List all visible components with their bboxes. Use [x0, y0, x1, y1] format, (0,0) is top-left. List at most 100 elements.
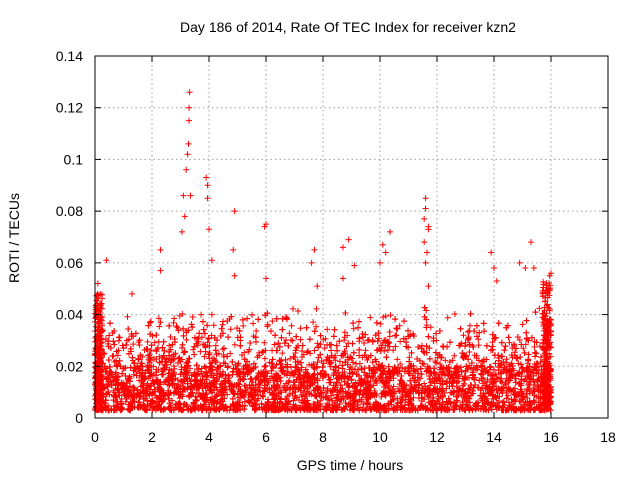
data-point	[250, 320, 257, 327]
data-point	[204, 339, 211, 346]
data-point	[111, 341, 118, 348]
data-point	[111, 406, 118, 413]
data-point	[175, 360, 182, 367]
data-point	[349, 393, 356, 400]
data-point	[508, 367, 515, 374]
data-point	[108, 382, 115, 389]
data-point	[228, 313, 235, 320]
data-point	[218, 325, 225, 332]
data-point	[233, 366, 240, 373]
data-point	[462, 343, 469, 350]
data-point	[295, 342, 302, 349]
data-point	[489, 383, 496, 390]
data-point	[261, 373, 268, 380]
data-point	[335, 364, 342, 371]
data-point	[321, 345, 328, 352]
data-point	[193, 362, 200, 369]
data-point	[427, 379, 434, 386]
data-point	[155, 398, 162, 405]
data-point	[518, 382, 525, 389]
data-point	[337, 396, 344, 403]
data-point	[434, 385, 441, 392]
data-point	[426, 393, 433, 400]
data-point	[500, 398, 507, 405]
data-point	[203, 364, 210, 371]
data-point	[324, 326, 331, 333]
data-point	[339, 392, 346, 399]
data-point	[506, 363, 513, 370]
data-point	[475, 357, 482, 364]
data-point	[527, 369, 534, 376]
data-point	[403, 339, 410, 346]
data-point	[523, 329, 530, 336]
data-point	[271, 374, 278, 381]
data-point	[189, 324, 196, 331]
data-point	[491, 352, 498, 359]
data-point	[398, 388, 405, 395]
data-point	[502, 381, 509, 388]
data-point	[246, 398, 253, 405]
data-point	[314, 340, 321, 347]
data-point	[247, 340, 254, 347]
data-point	[503, 375, 510, 382]
data-point	[178, 378, 185, 385]
data-point	[502, 379, 509, 386]
data-point	[397, 338, 404, 345]
data-point	[335, 395, 342, 402]
data-point	[248, 376, 255, 383]
data-point	[446, 375, 453, 382]
data-point	[386, 339, 393, 346]
data-point	[380, 314, 387, 321]
data-point	[158, 397, 165, 404]
data-point	[293, 376, 300, 383]
data-point	[444, 343, 451, 350]
data-point	[143, 386, 150, 393]
data-point	[473, 333, 480, 340]
data-point	[230, 406, 237, 413]
data-point	[358, 376, 365, 383]
data-point	[508, 396, 515, 403]
data-point	[325, 396, 332, 403]
data-point	[510, 397, 517, 404]
data-point	[237, 334, 244, 341]
data-point	[234, 325, 241, 332]
data-point	[168, 372, 175, 379]
data-point	[477, 370, 484, 377]
data-point	[439, 392, 446, 399]
data-point	[202, 343, 209, 350]
data-point	[178, 356, 185, 363]
data-point	[417, 375, 424, 382]
data-point	[439, 377, 446, 384]
data-point	[142, 387, 149, 394]
data-point	[357, 388, 364, 395]
data-point	[235, 360, 242, 367]
data-point	[479, 403, 486, 410]
data-point	[283, 380, 290, 387]
data-point	[102, 336, 109, 343]
data-point	[451, 352, 458, 359]
data-point	[498, 353, 505, 360]
data-point	[114, 374, 121, 381]
data-point	[276, 343, 283, 350]
data-point	[170, 319, 177, 326]
data-point	[105, 356, 112, 363]
data-point	[206, 363, 213, 370]
data-point	[478, 371, 485, 378]
data-point	[206, 349, 213, 356]
data-point	[382, 313, 389, 320]
data-point	[361, 352, 368, 359]
data-point	[225, 334, 232, 341]
data-point	[283, 386, 290, 393]
data-point	[443, 398, 450, 405]
data-point	[419, 360, 426, 367]
data-point	[418, 371, 425, 378]
data-point	[412, 384, 419, 391]
data-point	[203, 390, 210, 397]
data-point	[406, 358, 413, 365]
data-point	[348, 369, 355, 376]
data-point	[480, 320, 487, 327]
data-point	[339, 362, 346, 369]
data-point	[271, 341, 278, 348]
data-point	[438, 407, 445, 414]
data-point	[339, 385, 346, 392]
